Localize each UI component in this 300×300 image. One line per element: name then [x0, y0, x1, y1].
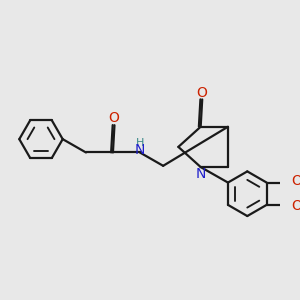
- Text: O: O: [291, 200, 300, 213]
- Text: O: O: [196, 85, 207, 100]
- Text: N: N: [135, 143, 145, 157]
- Text: O: O: [291, 174, 300, 188]
- Text: H: H: [136, 138, 144, 148]
- Text: O: O: [108, 111, 119, 125]
- Text: N: N: [196, 167, 206, 181]
